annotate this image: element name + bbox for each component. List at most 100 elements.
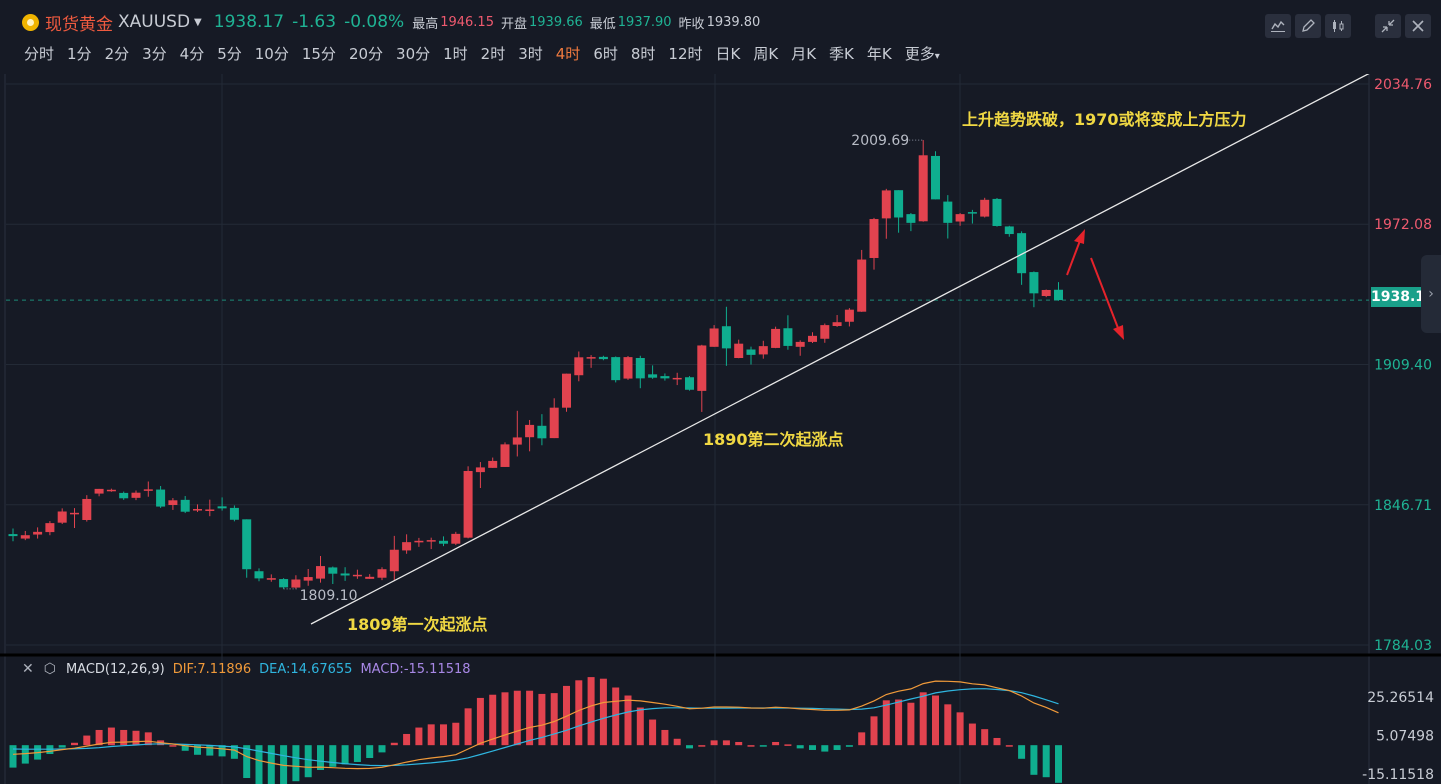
period-tab-11[interactable]: 2时	[480, 45, 506, 63]
candlestick-chart[interactable]: 2034.76 1972.08 1909.40 1846.71 1784.03 2009.…	[0, 74, 1441, 784]
candle-body	[820, 325, 830, 339]
candle-body	[45, 523, 55, 533]
candle-body	[857, 259, 867, 312]
candle-body	[488, 460, 498, 468]
candle-body	[193, 509, 202, 511]
candle-body	[303, 577, 313, 581]
period-tab-6[interactable]: 10分	[254, 45, 289, 63]
period-tab-3[interactable]: 3分	[142, 45, 167, 63]
candle-body	[574, 357, 584, 376]
period-tab-4[interactable]: 4分	[179, 45, 205, 63]
macd-hist-bar	[636, 707, 644, 746]
period-tab-8[interactable]: 20分	[348, 45, 384, 63]
candle-body	[33, 531, 43, 535]
period-tab-22[interactable]: 更多▾	[904, 45, 940, 63]
y-tick-label-2: 1909.40	[1374, 357, 1432, 373]
macd-hist-bar	[919, 692, 927, 746]
expand-panel-icon[interactable]: ›	[1421, 255, 1441, 333]
prev-close-label: 昨收	[678, 16, 705, 32]
macd-hist-bar	[698, 745, 706, 747]
period-tab-14[interactable]: 6时	[593, 45, 618, 63]
macd-hist-bar	[1018, 745, 1026, 759]
macd-hist-bar	[968, 723, 976, 746]
settings-icon[interactable]: ⬡	[43, 661, 56, 677]
macd-hist-bar	[378, 745, 386, 753]
period-tab-9[interactable]: 30分	[396, 45, 431, 63]
period-tab-7[interactable]: 15分	[301, 45, 336, 63]
close-icon[interactable]	[1405, 14, 1431, 38]
open-label: 开盘	[500, 16, 527, 32]
symbol-code[interactable]: XAUUSD	[118, 12, 191, 32]
candle-body	[1054, 289, 1063, 301]
candle-body	[734, 343, 744, 359]
arrow-down-shaft	[1090, 257, 1119, 329]
current-price-tag: 1938.17	[1371, 287, 1435, 307]
macd-hist-bar	[83, 735, 91, 746]
macd-hist-bar	[747, 745, 755, 747]
symbol-name[interactable]: 现货黄金	[45, 14, 113, 35]
candle-body	[512, 437, 522, 445]
candle-body	[57, 511, 67, 523]
candle-body	[918, 155, 928, 222]
open-value: 1939.66	[529, 14, 583, 30]
close-indicator-icon[interactable]: ✕	[22, 661, 34, 677]
more-dropdown-icon[interactable]: ▾	[934, 51, 940, 62]
period-tab-16[interactable]: 12时	[668, 45, 703, 63]
period-tab-12[interactable]: 3时	[518, 45, 543, 63]
draw-pen-icon[interactable]	[1295, 14, 1321, 38]
macd-hist-bar	[550, 693, 558, 746]
period-tab-2[interactable]: 2分	[104, 45, 130, 63]
period-tab-21[interactable]: 年K	[866, 45, 892, 63]
macd-hist-bar	[882, 700, 890, 746]
macd-tick-label-1: 5.07498	[1376, 729, 1434, 745]
candle-body	[611, 357, 621, 381]
macd-hist-bar	[538, 693, 546, 746]
macd-hist-bar	[1005, 745, 1013, 747]
candle-body	[697, 345, 707, 391]
period-tab-13[interactable]: 4时	[555, 45, 581, 63]
candle-body	[168, 500, 178, 506]
candlestick-icon[interactable]	[1325, 14, 1351, 38]
collapse-icon[interactable]	[1375, 14, 1401, 38]
line-chart-icon[interactable]	[1265, 14, 1291, 38]
period-tab-1[interactable]: 1分	[67, 45, 92, 63]
period-tab-10[interactable]: 1时	[443, 45, 468, 63]
macd-hist-bar	[1030, 745, 1038, 775]
period-tab-20[interactable]: 季K	[829, 45, 854, 63]
period-tab-15[interactable]: 8时	[630, 45, 656, 63]
candle-body	[783, 328, 793, 346]
chart-toolbar	[1265, 14, 1431, 38]
period-tab-5[interactable]: 5分	[217, 45, 242, 63]
candle-body	[623, 357, 633, 379]
candle-body	[143, 489, 153, 491]
period-tab-19[interactable]: 月K	[791, 45, 817, 63]
macd-hist-bar	[932, 695, 939, 746]
candle-body	[906, 214, 916, 223]
quote-bar: 现货黄金 XAUUSD ▼ 1938.17 -1.63 -0.08% 最高 19…	[22, 8, 767, 36]
candle-body	[967, 212, 977, 214]
y-tick-label-3: 1846.71	[1374, 498, 1432, 514]
candle-body	[537, 425, 547, 439]
candle-body	[598, 356, 608, 360]
macd-hist-bar	[526, 690, 534, 746]
candle-body	[291, 579, 301, 588]
candle-body	[352, 574, 362, 577]
period-tab-0[interactable]: 分时	[24, 45, 55, 63]
macd-hist-bar	[403, 733, 411, 746]
macd-hist-bar	[759, 745, 767, 747]
candle-body	[672, 377, 682, 380]
candle-body	[980, 199, 990, 217]
macd-hist-bar	[686, 745, 693, 749]
period-tab-18[interactable]: 周K	[753, 45, 779, 63]
candle-body	[648, 374, 658, 378]
candle-body	[254, 571, 264, 579]
price-change-pct: -0.08%	[344, 12, 405, 32]
annotation-first-start: 1809第一次起涨点	[347, 615, 488, 634]
candle-body	[832, 322, 842, 327]
candle-body	[992, 198, 1002, 226]
symbol-dropdown-icon[interactable]: ▼	[194, 16, 202, 28]
macd-hist-bar	[317, 745, 324, 771]
period-tab-17[interactable]: 日K	[715, 45, 741, 63]
macd-title: MACD(12,26,9)	[65, 661, 165, 677]
